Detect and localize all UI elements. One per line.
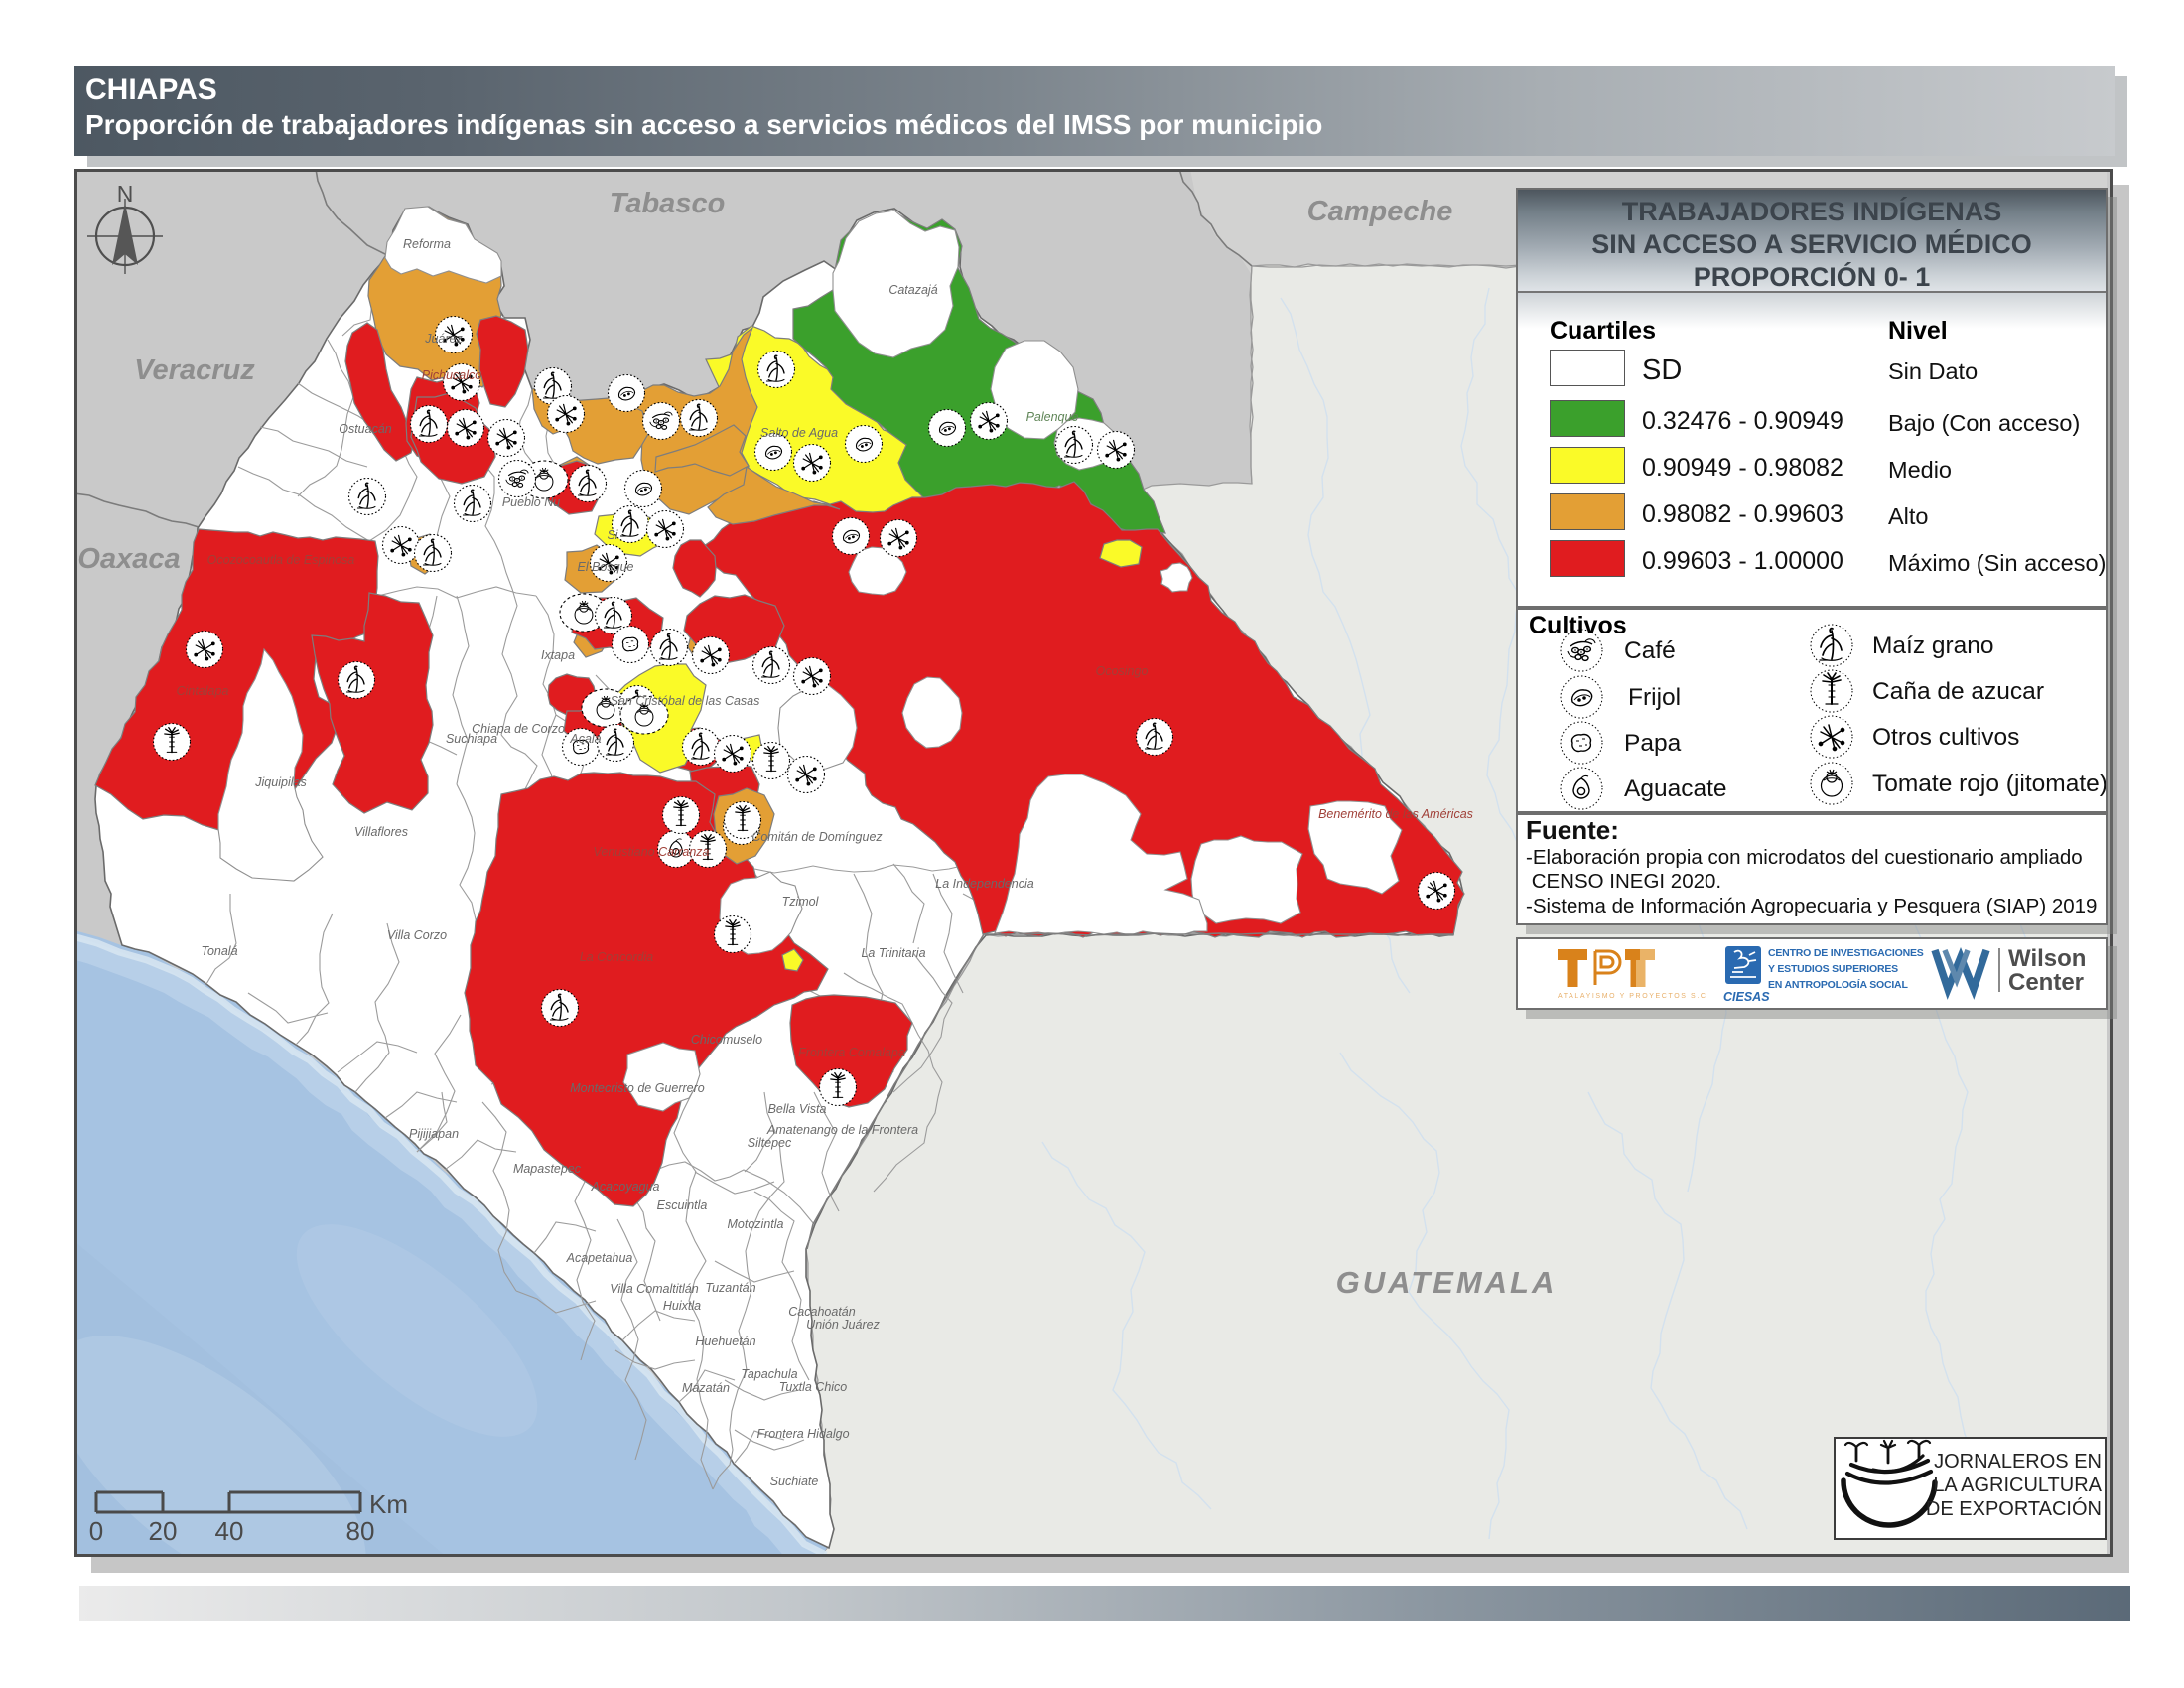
svg-text:Acala: Acala xyxy=(569,732,601,746)
svg-text:Suchiate: Suchiate xyxy=(770,1475,819,1488)
svg-text:Veracruz: Veracruz xyxy=(134,354,255,386)
svg-text:San Cristóbal de las Casas: San Cristóbal de las Casas xyxy=(611,694,760,708)
svg-text:Huehuetán: Huehuetán xyxy=(695,1335,755,1348)
svg-text:Frontera Hidalgo: Frontera Hidalgo xyxy=(756,1427,849,1441)
svg-text:GUATEMALA: GUATEMALA xyxy=(1336,1265,1558,1300)
svg-text:La Trinitaria: La Trinitaria xyxy=(861,946,925,960)
svg-text:Benemérito de las Américas: Benemérito de las Américas xyxy=(1318,807,1473,821)
svg-text:Acacoyagua: Acacoyagua xyxy=(591,1180,660,1194)
svg-text:Wilson: Wilson xyxy=(2008,945,2086,972)
svg-text:40: 40 xyxy=(215,1516,244,1546)
svg-text:LA AGRICULTURA: LA AGRICULTURA xyxy=(1933,1475,2102,1496)
svg-text:Villa Comaltitlán: Villa Comaltitlán xyxy=(610,1282,698,1296)
svg-text:Oaxaca: Oaxaca xyxy=(77,543,180,575)
svg-text:0: 0 xyxy=(89,1516,103,1546)
svg-text:Tabasco: Tabasco xyxy=(610,188,726,219)
svg-text:Siltepec: Siltepec xyxy=(748,1136,792,1150)
svg-text:Catazajá: Catazajá xyxy=(888,283,937,297)
svg-text:Pichucalco: Pichucalco xyxy=(422,368,481,382)
svg-text:Tapachula: Tapachula xyxy=(741,1367,797,1381)
svg-text:Papa: Papa xyxy=(1624,730,1682,757)
svg-text:Pijijiapan: Pijijiapan xyxy=(409,1127,459,1141)
svg-text:Campeche: Campeche xyxy=(1307,196,1453,227)
svg-text:Frontera Comalapa: Frontera Comalapa xyxy=(798,1046,905,1059)
svg-text:Tomate rojo (jitomate): Tomate rojo (jitomate) xyxy=(1872,771,2106,797)
svg-text:Acapetahua: Acapetahua xyxy=(566,1251,633,1265)
svg-text:Venustiano Carranza: Venustiano Carranza xyxy=(594,845,710,859)
svg-text:JORNALEROS EN: JORNALEROS EN xyxy=(1934,1451,2102,1473)
svg-text:Tonalá: Tonalá xyxy=(201,944,237,958)
svg-text:ATALAYISMO Y PROYECTOS S.C: ATALAYISMO Y PROYECTOS S.C xyxy=(1558,993,1707,1000)
svg-text:Ixtapa: Ixtapa xyxy=(541,648,575,662)
svg-text:Y ESTUDIOS SUPERIORES: Y ESTUDIOS SUPERIORES xyxy=(1768,963,1898,975)
svg-text:Jiquipilas: Jiquipilas xyxy=(254,775,306,789)
svg-text:Si: Si xyxy=(607,528,618,542)
svg-text:Café: Café xyxy=(1624,637,1676,664)
svg-text:Unión Juárez: Unión Juárez xyxy=(806,1318,880,1332)
svg-text:Reforma: Reforma xyxy=(403,237,451,251)
svg-text:Cintalapa: Cintalapa xyxy=(177,684,229,698)
svg-text:La Concordia: La Concordia xyxy=(580,950,653,964)
svg-text:Otros cultivos: Otros cultivos xyxy=(1872,724,2019,751)
svg-text:Pueblo Nu: Pueblo Nu xyxy=(502,495,560,509)
svg-text:Maíz grano: Maíz grano xyxy=(1872,633,1994,659)
svg-text:Comitán de Domínguez: Comitán de Domínguez xyxy=(751,830,883,844)
svg-text:Tuxtla Chico: Tuxtla Chico xyxy=(779,1380,848,1394)
svg-text:Ostuacán: Ostuacán xyxy=(339,422,392,436)
svg-text:Palenque: Palenque xyxy=(1026,410,1079,424)
svg-text:El Bosque: El Bosque xyxy=(578,560,634,574)
svg-text:Motozintla: Motozintla xyxy=(728,1217,784,1231)
svg-text:DE EXPORTACIÓN: DE EXPORTACIÓN xyxy=(1926,1497,2102,1520)
svg-text:Chiapa de Corzo: Chiapa de Corzo xyxy=(472,722,565,736)
svg-text:Tzimol: Tzimol xyxy=(782,895,820,909)
svg-text:Salto de Agua: Salto de Agua xyxy=(760,426,838,440)
svg-text:Mapastepec: Mapastepec xyxy=(513,1162,582,1176)
svg-text:Ocosingo: Ocosingo xyxy=(1096,664,1149,678)
svg-text:20: 20 xyxy=(149,1516,178,1546)
svg-text:Tuzantán: Tuzantán xyxy=(705,1281,755,1295)
svg-text:80: 80 xyxy=(346,1516,375,1546)
svg-text:Villaflores: Villaflores xyxy=(354,825,408,839)
svg-text:Frijol: Frijol xyxy=(1628,684,1681,711)
svg-text:Center: Center xyxy=(2008,969,2084,996)
svg-text:Bella Vista: Bella Vista xyxy=(768,1102,827,1116)
svg-text:CENTRO DE INVESTIGACIONES: CENTRO DE INVESTIGACIONES xyxy=(1768,947,1924,959)
svg-text:Villa Corzo: Villa Corzo xyxy=(387,928,447,942)
svg-text:Caña de azucar: Caña de azucar xyxy=(1872,678,2044,705)
svg-text:Amatenango de la Frontera: Amatenango de la Frontera xyxy=(766,1123,918,1137)
svg-text:Ocozocoautla de Espinosa: Ocozocoautla de Espinosa xyxy=(207,553,355,567)
svg-text:Escuintla: Escuintla xyxy=(657,1198,708,1212)
svg-text:EN ANTROPOLOGÍA SOCIAL: EN ANTROPOLOGÍA SOCIAL xyxy=(1768,978,1908,991)
svg-text:Km: Km xyxy=(369,1489,408,1519)
svg-text:N: N xyxy=(117,181,134,207)
svg-text:La Independencia: La Independencia xyxy=(935,877,1033,891)
svg-text:Juárez: Juárez xyxy=(424,332,463,346)
svg-text:Montecristo de Guerrero: Montecristo de Guerrero xyxy=(570,1081,705,1095)
svg-text:Aguacate: Aguacate xyxy=(1624,775,1727,802)
svg-text:CIESAS: CIESAS xyxy=(1723,990,1770,1004)
svg-text:Cacahoatán: Cacahoatán xyxy=(788,1305,855,1319)
svg-text:Chicomuselo: Chicomuselo xyxy=(691,1033,762,1047)
svg-text:Huixtla: Huixtla xyxy=(663,1299,701,1313)
svg-text:Suchiapa: Suchiapa xyxy=(446,732,497,746)
svg-text:Mazatán: Mazatán xyxy=(682,1381,730,1395)
